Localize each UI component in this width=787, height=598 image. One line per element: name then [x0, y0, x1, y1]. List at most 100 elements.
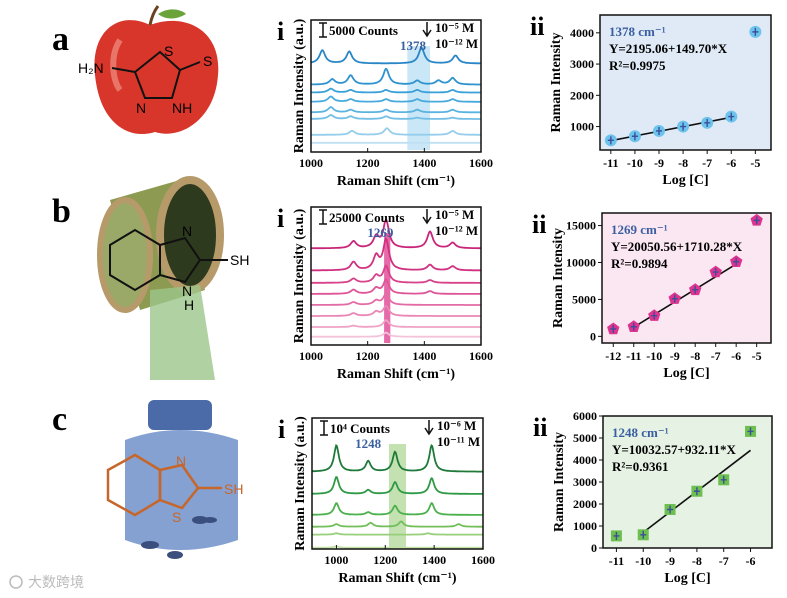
- error-bar: [640, 530, 647, 539]
- spectrum-line-2: [311, 237, 481, 272]
- x-tick-label: -6: [746, 554, 756, 568]
- spectrum-line-6: [312, 545, 483, 549]
- spectrum-line-5: [311, 106, 481, 114]
- y-tick-label: 3000: [570, 57, 594, 71]
- panel-label-a: a: [52, 21, 69, 58]
- error-bar: [692, 285, 699, 294]
- fit-equation: Y=20050.56+1710.28*X: [611, 239, 743, 254]
- error-bar: [720, 475, 727, 484]
- error-bar: [680, 122, 687, 131]
- fit-equation: Y=10032.57+932.11*X: [612, 442, 736, 457]
- error-bar: [651, 311, 658, 320]
- y-axis-title: Raman Intensity (a.u.): [292, 208, 307, 343]
- x-tick-label: 1600: [469, 349, 493, 363]
- r-squared: R²=0.9975: [609, 58, 666, 73]
- concentration-high: 10⁻⁶ M: [437, 418, 476, 433]
- y-tick-label: 5000: [573, 431, 597, 445]
- y-tick-label: 1000: [570, 120, 594, 134]
- atom-s-thione: S: [203, 53, 212, 69]
- spectrum-line-1: [311, 443, 483, 473]
- x-tick-label: -9: [654, 156, 664, 170]
- x-tick-label: 1600: [469, 156, 493, 170]
- chart-a-i: i 1000 1200 1400 1600 Raman Shift (cm⁻¹) Raman…: [277, 17, 493, 189]
- concentration-low: 10⁻¹¹ M: [437, 434, 480, 449]
- y-tick-label: 6000: [573, 409, 597, 423]
- error-bar: [607, 136, 614, 145]
- x-tick-label: 1400: [412, 349, 436, 363]
- x-tick-label: 1200: [373, 553, 397, 567]
- x-tick-label: -8: [692, 554, 702, 568]
- spectrum-line-3: [310, 87, 481, 94]
- arrow-down-icon: [422, 209, 432, 225]
- y-tick-label: 15000: [566, 219, 596, 233]
- arrow-down-icon: [422, 22, 432, 38]
- spectrum-line-1: [310, 46, 482, 65]
- x-tick-label: -10: [635, 554, 651, 568]
- spectrum-line-8: [311, 331, 481, 338]
- spectrum-line-4: [311, 278, 481, 295]
- spectrum-line-3: [312, 502, 483, 516]
- x-tick-label: 1400: [412, 156, 436, 170]
- x-tick-label: 1200: [356, 349, 380, 363]
- atom-nh: NH: [172, 100, 192, 116]
- spectrum-line-2: [311, 67, 481, 86]
- y-axis-title: Raman Intensity: [552, 432, 567, 532]
- chart-c-ii: ii -11 -10 -9 -8 -7 -6 0 1000 2000 3000 4000 5000 600…: [533, 409, 773, 586]
- y-tick-label: 2000: [570, 88, 594, 102]
- y-axis-title: Raman Intensity: [549, 33, 564, 133]
- peak-label: 1248: [355, 436, 382, 451]
- error-bar: [704, 118, 711, 127]
- x-tick-label: -8: [678, 156, 688, 170]
- chart-c-i: i 1000 1200 1400 1600 Raman Shift (cm⁻¹) Raman…: [278, 415, 495, 586]
- error-bar: [610, 324, 617, 333]
- x-axis-title: Log [C]: [662, 173, 708, 188]
- y-tick-label: 0: [591, 541, 597, 555]
- chart-b-ii: ii -12 -11 -10 -9 -8 -7 -6 -5 0 5000 10000 15000 Log …: [532, 210, 772, 381]
- panel-roman-i: i: [278, 415, 285, 444]
- concentration-high: 10⁻⁵ M: [435, 20, 474, 35]
- x-tick-label: 1400: [422, 553, 446, 567]
- scale-bar: [320, 420, 328, 436]
- spectrum-line-5: [312, 532, 483, 536]
- y-tick-label: 10000: [566, 255, 596, 269]
- x-tick-label: -11: [609, 554, 624, 568]
- y-tick-label: 1000: [573, 519, 597, 533]
- error-bar: [752, 27, 759, 36]
- x-tick-label: -11: [626, 349, 641, 363]
- error-bar: [656, 126, 663, 135]
- peak-position-label: 1248 cm⁻¹: [612, 425, 669, 440]
- panel-roman-ii: ii: [533, 413, 547, 442]
- x-tick-label: -9: [670, 349, 680, 363]
- error-bar: [693, 487, 700, 496]
- watermark-logo-icon: [9, 575, 23, 589]
- panel-roman-i: i: [277, 204, 284, 233]
- apple-molecule-illustration: H₂N S S N NH: [78, 5, 219, 135]
- bottle-molecule-illustration: N SH S: [106, 400, 243, 559]
- concentration-low: 10⁻¹² M: [435, 36, 478, 51]
- x-tick-label: -11: [603, 156, 618, 170]
- error-bar: [728, 112, 735, 121]
- y-tick-label: 2000: [573, 497, 597, 511]
- spectrum-line-4: [310, 95, 481, 103]
- y-tick-label: 3000: [573, 475, 597, 489]
- x-tick-label: -12: [605, 349, 621, 363]
- atom-h: H: [184, 297, 194, 313]
- scale-bar: [319, 209, 327, 225]
- atom-h2n: H₂N: [78, 60, 104, 76]
- charts: i 1000 1200 1400 1600 Raman Shift (cm⁻¹) Raman…: [277, 12, 773, 586]
- panel-roman-ii: ii: [532, 210, 546, 239]
- spectrum-line-6: [310, 114, 481, 120]
- spectrum-line-1: [310, 218, 481, 250]
- spectrum-line-2: [312, 475, 483, 495]
- y-axis-title: Raman Intensity (a.u.): [293, 416, 308, 551]
- x-tick-label: 1200: [356, 156, 380, 170]
- plot-frame: [311, 417, 484, 550]
- r-squared: R²=0.9361: [612, 459, 668, 474]
- plot-frame: [310, 19, 482, 153]
- x-tick-label: -7: [719, 554, 729, 568]
- atom-s-ring: S: [164, 43, 173, 59]
- panel-roman-i: i: [277, 17, 284, 46]
- error-bar: [631, 132, 638, 141]
- spectrum-line-5: [311, 292, 481, 306]
